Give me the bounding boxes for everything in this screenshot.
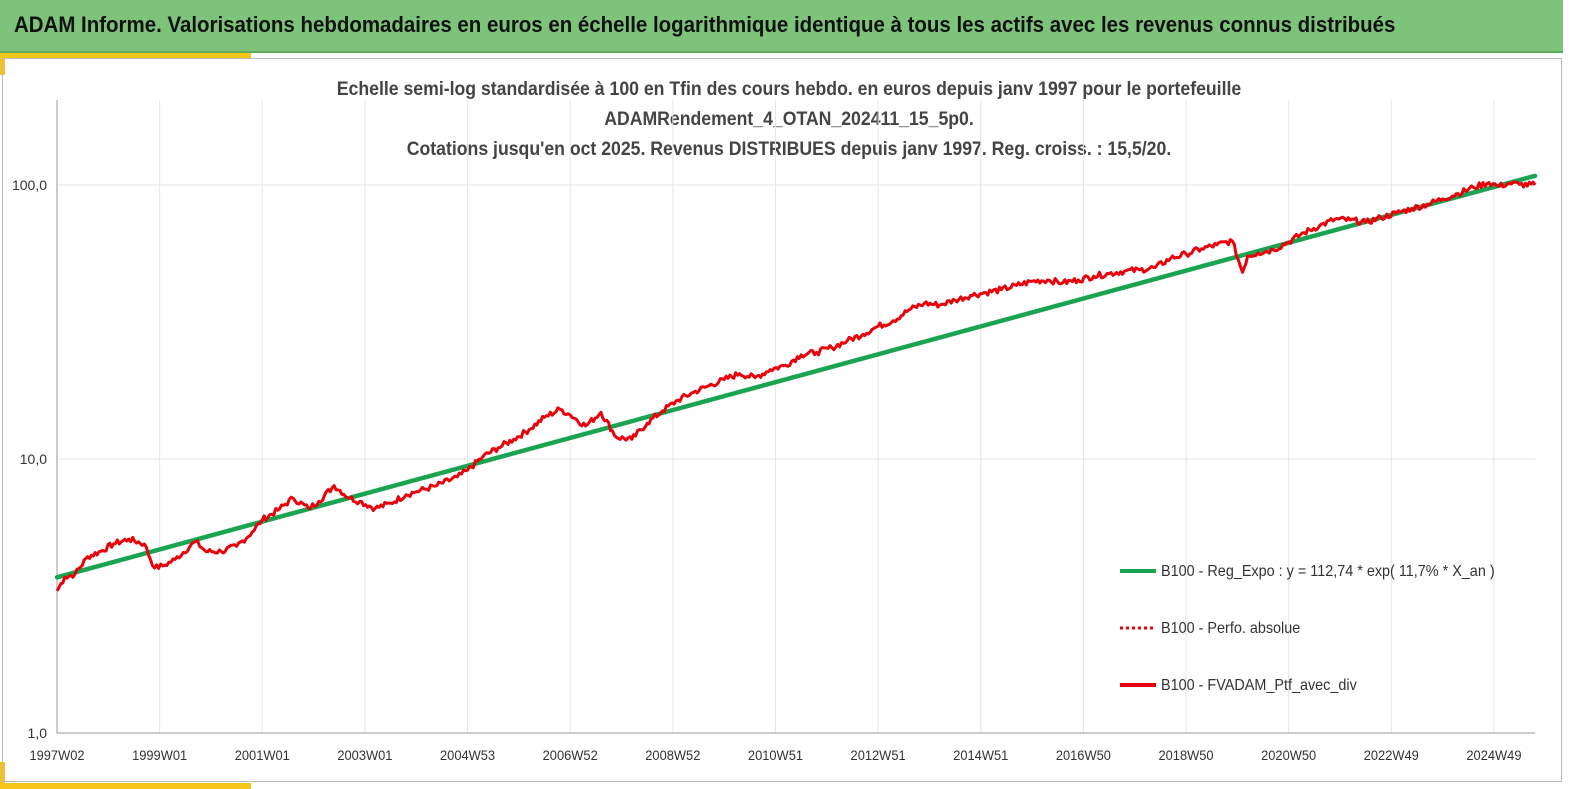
grid-lines bbox=[56, 100, 1535, 734]
chart-title: Echelle semi-log standardisée à 100 en T… bbox=[337, 77, 1241, 159]
header-bar: ADAM Informe. Valorisations hebdomadaire… bbox=[0, 0, 1563, 53]
y-tick-label: 1,0 bbox=[28, 725, 48, 741]
legend: B100 - Reg_Expo : y = 112,74 * exp( 11,7… bbox=[1120, 562, 1495, 694]
x-tick-label: 2010W51 bbox=[748, 748, 803, 764]
x-tick-label: 2022W49 bbox=[1364, 748, 1419, 764]
y-tick-label: 100,0 bbox=[12, 177, 47, 193]
x-tick-label: 1999W01 bbox=[132, 748, 187, 764]
x-tick-label: 2012W51 bbox=[851, 748, 906, 764]
x-tick-label: 2020W50 bbox=[1261, 748, 1316, 764]
x-tick-label: 2024W49 bbox=[1466, 748, 1521, 764]
x-tick-label: 1997W02 bbox=[29, 748, 84, 764]
x-tick-label: 2004W53 bbox=[440, 748, 495, 764]
accent-bar-bottom bbox=[0, 783, 251, 789]
y-tick-label: 10,0 bbox=[20, 451, 47, 467]
accent-bar-top bbox=[0, 53, 251, 58]
x-tick-label: 2014W51 bbox=[953, 748, 1008, 764]
regression-line bbox=[54, 173, 1538, 580]
header-title: ADAM Informe. Valorisations hebdomadaire… bbox=[14, 12, 1396, 37]
chart-frame bbox=[2, 58, 1562, 782]
legend-label: B100 - Perfo. absolue bbox=[1161, 619, 1300, 637]
series-lines bbox=[54, 173, 1538, 592]
x-tick-label: 2018W50 bbox=[1158, 748, 1213, 764]
x-tick-label: 2001W01 bbox=[235, 748, 290, 764]
chart-subtitle-line: Echelle semi-log standardisée à 100 en T… bbox=[337, 77, 1241, 99]
legend-label: B100 - Reg_Expo : y = 112,74 * exp( 11,7… bbox=[1161, 562, 1495, 580]
legend-label: B100 - FVADAM_Ptf_avec_div bbox=[1161, 676, 1357, 694]
chart-subtitle-line: ADAMRendement_4_OTAN_202411_15_5p0. bbox=[604, 107, 974, 129]
x-tick-label: 2006W52 bbox=[543, 748, 598, 764]
y-axis-ticks: 1,0 10,0 100,0 bbox=[12, 177, 47, 741]
x-tick-label: 2008W52 bbox=[645, 748, 700, 764]
portfolio-line bbox=[55, 180, 1537, 592]
chart-subtitle-line: Cotations jusqu'en oct 2025. Revenus DIS… bbox=[407, 137, 1171, 159]
x-tick-label: 2003W01 bbox=[337, 748, 392, 764]
x-axis-ticks: 1997W02 1999W01 2001W01 2003W01 2004W53 2006W… bbox=[29, 748, 1521, 764]
x-tick-label: 2016W50 bbox=[1056, 748, 1111, 764]
